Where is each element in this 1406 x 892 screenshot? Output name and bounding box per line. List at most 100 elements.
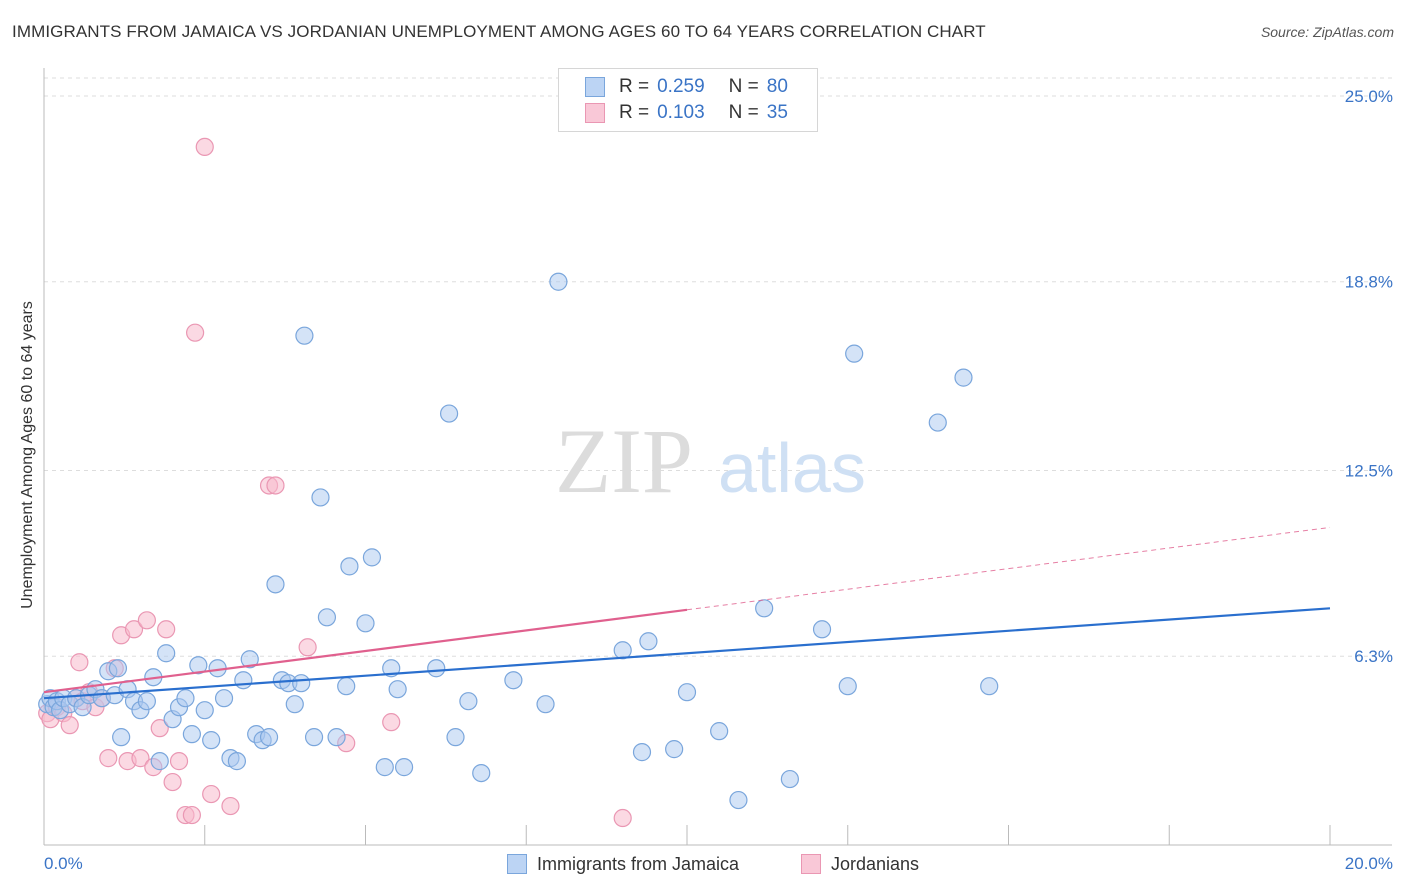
jordanians-point	[157, 620, 176, 639]
jamaica-point	[729, 790, 748, 810]
legend-row-jordanians: R = 0.103 N = 35	[585, 101, 788, 125]
jamaica-point	[292, 674, 311, 693]
jamaica-point	[304, 728, 324, 747]
jordanians-point	[195, 137, 214, 157]
y-tick-label: 18.8%	[1345, 273, 1393, 292]
jordanians-point	[163, 772, 182, 792]
jamaica-point	[536, 695, 555, 714]
jamaica-point	[356, 614, 375, 633]
bottom-legend-jordanians: Jordanians	[801, 852, 919, 876]
jordanians-point	[60, 716, 79, 735]
jamaica-point	[838, 677, 857, 696]
tick-labels: 6.3% 12.5% 18.8% 25.0% 0.0% 20.0%	[44, 87, 1393, 873]
jordanians-point	[137, 611, 156, 630]
jamaica-point	[234, 671, 253, 690]
jamaica-point	[340, 557, 359, 576]
bottom-legend-label-jordanians: Jordanians	[831, 853, 920, 874]
jamaica-point	[639, 632, 658, 651]
jamaica-point	[812, 620, 832, 639]
watermark-zip: ZIP	[555, 410, 693, 512]
legend-r-label: R =	[619, 102, 650, 123]
jordanians-point	[298, 638, 317, 657]
jamaica-point	[459, 692, 478, 711]
bottom-legend-label-jamaica: Immigrants from Jamaica	[537, 853, 740, 874]
jamaica-point	[665, 740, 684, 759]
jamaica-point	[327, 728, 346, 747]
legend-n-value: 35	[766, 102, 788, 123]
jamaica-point	[108, 659, 128, 678]
watermark: ZIP atlas	[555, 410, 866, 512]
legend-r-value: 0.259	[657, 76, 705, 97]
jamaica-point	[202, 731, 221, 750]
chart-source: Source: ZipAtlas.com	[1260, 24, 1394, 40]
bottom-legend-swatch-jamaica	[507, 854, 527, 874]
y-tick-label: 6.3%	[1354, 647, 1393, 666]
jamaica-point	[427, 659, 446, 678]
jamaica-point	[472, 763, 491, 783]
jamaica-point	[375, 758, 394, 777]
jamaica-point	[980, 677, 999, 696]
legend-n-value: 80	[766, 76, 788, 97]
watermark-atlas: atlas	[718, 429, 866, 507]
jordanians-point	[202, 784, 221, 804]
jamaica-point	[388, 680, 407, 699]
jamaica-point	[382, 659, 401, 678]
chart-title: IMMIGRANTS FROM JAMAICA VS JORDANIAN UNE…	[12, 22, 986, 41]
legend-n-label: N =	[728, 76, 759, 97]
jordanians-point	[150, 719, 169, 738]
jamaica-point	[632, 743, 652, 762]
jordanians-point	[182, 805, 201, 825]
jordanians-point	[186, 323, 205, 342]
jamaica-point	[240, 650, 259, 669]
jordanians-point	[382, 713, 401, 732]
jamaica-point	[311, 488, 330, 507]
jamaica-point	[613, 641, 632, 660]
x-tick-label-max: 20.0%	[1345, 854, 1393, 873]
jamaica-point	[954, 368, 973, 387]
x-tick-label-min: 0.0%	[44, 854, 83, 873]
legend-n-label: N =	[728, 102, 759, 123]
legend-r-label: R =	[619, 76, 650, 97]
y-tick-label: 25.0%	[1345, 87, 1393, 106]
jordanians-point	[124, 620, 144, 639]
legend-swatch-jordanians	[585, 103, 605, 123]
jamaica-point	[182, 725, 201, 744]
bottom-legend-swatch-jordanians	[801, 854, 821, 874]
jamaica-point	[157, 644, 176, 663]
jamaica-point	[176, 689, 195, 708]
jamaica-point	[446, 728, 465, 747]
jamaica-point	[780, 769, 799, 789]
jamaica-point	[137, 692, 156, 711]
jamaica-point	[337, 677, 356, 696]
jamaica-point	[394, 758, 414, 777]
trend-lines	[43, 526, 1331, 700]
gridlines	[44, 77, 1392, 657]
jamaica-point	[549, 272, 568, 291]
jamaica-point	[677, 683, 697, 702]
jamaica-point	[504, 671, 523, 690]
jordanians-point	[70, 653, 89, 672]
jamaica-point	[112, 728, 131, 747]
jamaica-point	[710, 722, 729, 741]
jamaica-point	[755, 599, 774, 618]
legend-row-jamaica: R = 0.259 N = 80	[585, 75, 788, 99]
jordanians-point	[266, 476, 285, 495]
y-tick-label: 12.5%	[1345, 461, 1393, 480]
jamaica-point	[439, 404, 459, 423]
jamaica-point	[189, 656, 208, 675]
jamaica-point	[928, 413, 947, 432]
jordanians-point	[99, 749, 118, 768]
jamaica-point	[150, 752, 169, 771]
jamaica-point	[214, 689, 234, 708]
jamaica-point	[266, 575, 285, 594]
jamaica-point	[227, 752, 246, 771]
jordanians-point	[613, 808, 632, 828]
jordanians-point	[131, 749, 150, 768]
jamaica-point	[362, 548, 382, 567]
legend-r-value: 0.103	[657, 102, 705, 123]
bottom-legend-jamaica: Immigrants from Jamaica	[507, 852, 739, 876]
jamaica-point	[195, 701, 214, 720]
jamaica-point	[317, 608, 337, 627]
jordanians-trend-line	[43, 608, 688, 694]
